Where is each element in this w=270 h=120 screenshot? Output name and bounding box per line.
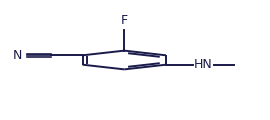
Text: N: N bbox=[13, 49, 22, 62]
Text: HN: HN bbox=[194, 58, 213, 71]
Text: F: F bbox=[121, 14, 128, 27]
